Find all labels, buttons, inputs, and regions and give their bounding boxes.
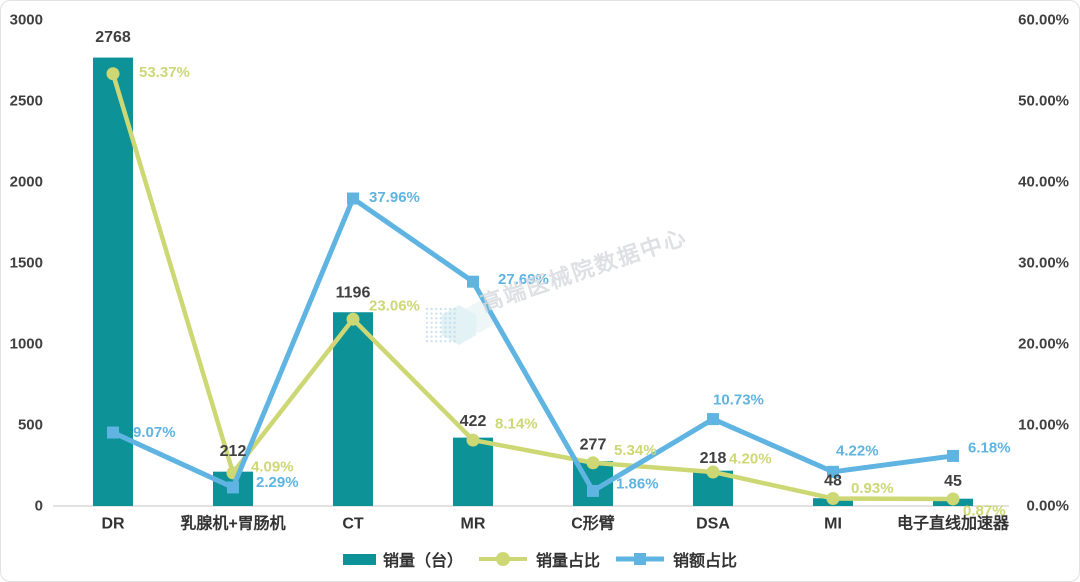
percent-label: 27.69% (498, 271, 549, 288)
axis-tick: 10.00% (1018, 417, 1069, 434)
percent-label: 10.73% (713, 392, 764, 409)
line-point[interactable] (826, 491, 840, 505)
axis-tick: 40.00% (1018, 174, 1069, 191)
percent-label: 4.20% (729, 450, 772, 467)
watermark-logo-icon (425, 301, 493, 345)
percent-label: 37.96% (369, 189, 420, 206)
line-point[interactable] (587, 484, 599, 497)
legend-bar-swatch-icon (342, 553, 376, 565)
percent-label: 8.14% (495, 416, 538, 433)
axis-tick: 30.00% (1018, 255, 1069, 272)
bar-value-label: 45 (944, 473, 962, 490)
axis-tick: 1500 (10, 255, 43, 272)
legend-item-revenue-share[interactable]: 销额占比 (614, 547, 737, 571)
line-point[interactable] (707, 413, 719, 426)
axis-tick: 2500 (10, 93, 43, 110)
category-label: C形臂 (571, 514, 615, 533)
line-point[interactable] (466, 433, 480, 447)
axis-tick: 3000 (10, 12, 43, 29)
axis-tick: 20.00% (1018, 336, 1069, 353)
bar[interactable] (453, 437, 493, 506)
bar-value-label: 422 (460, 413, 487, 430)
category-label: CT (342, 516, 364, 533)
line-point[interactable] (346, 312, 360, 326)
line-point[interactable] (467, 275, 479, 288)
percent-label: 23.06% (369, 298, 420, 315)
bar-value-label: 48 (824, 473, 842, 490)
percent-label: 9.07% (133, 424, 176, 441)
legend-label-sales-units: 销量（台） (382, 553, 463, 570)
axis-tick: 0 (35, 498, 43, 515)
bar-value-label: 1196 (336, 285, 371, 302)
axis-tick: 2000 (10, 174, 43, 191)
category-label: DR (101, 516, 125, 533)
line-销额占比 (110, 196, 956, 494)
percent-label: 1.86% (616, 475, 659, 492)
line-point[interactable] (946, 492, 960, 506)
bar[interactable] (333, 312, 373, 506)
axis-tick: 60.00% (1018, 12, 1069, 29)
bar-value-label: 218 (700, 450, 727, 467)
category-label: MR (461, 516, 486, 533)
bar-value-label: 2768 (95, 29, 131, 46)
axis-tick: 0.00% (1026, 498, 1069, 515)
percent-label: 4.22% (836, 442, 879, 459)
category-label: DSA (696, 516, 730, 533)
line-point[interactable] (347, 192, 359, 205)
line-point[interactable] (586, 456, 600, 470)
percent-label: 0.93% (851, 480, 894, 497)
legend-line-circle-icon (478, 552, 527, 566)
percent-label: 53.37% (139, 64, 190, 81)
percent-label: 6.18% (968, 439, 1011, 456)
axis-tick: 50.00% (1018, 93, 1069, 110)
legend-label-revenue-share: 销额占比 (673, 553, 738, 570)
line-point[interactable] (706, 465, 720, 479)
percent-label: 0.87% (963, 502, 1006, 519)
percent-label: 4.09% (251, 458, 294, 475)
legend-item-sales-units[interactable]: 销量（台） (342, 547, 463, 571)
category-label: 电子直线加速器 (897, 514, 1010, 533)
bar-value-label: 277 (580, 437, 607, 454)
percent-label: 5.34% (614, 442, 657, 459)
legend-item-sales-share[interactable]: 销量占比 (477, 547, 600, 571)
bar-value-label: 212 (220, 443, 247, 460)
legend-label-sales-share: 销量占比 (535, 553, 600, 570)
line-销量占比 (110, 71, 956, 502)
legend-line-square-icon (616, 553, 664, 565)
axis-tick: 1000 (10, 336, 43, 353)
axis-tick: 500 (18, 417, 43, 434)
line-point[interactable] (106, 67, 120, 81)
line-point[interactable] (227, 481, 239, 494)
line-point[interactable] (107, 426, 119, 439)
legend: 销量（台） 销量占比 销额占比 (1, 547, 1079, 571)
category-label: MI (824, 516, 842, 533)
percent-label: 2.29% (256, 474, 299, 491)
line-point[interactable] (827, 465, 839, 478)
line-point[interactable] (947, 449, 959, 462)
category-label: 乳腺机+胃肠机 (180, 514, 285, 533)
